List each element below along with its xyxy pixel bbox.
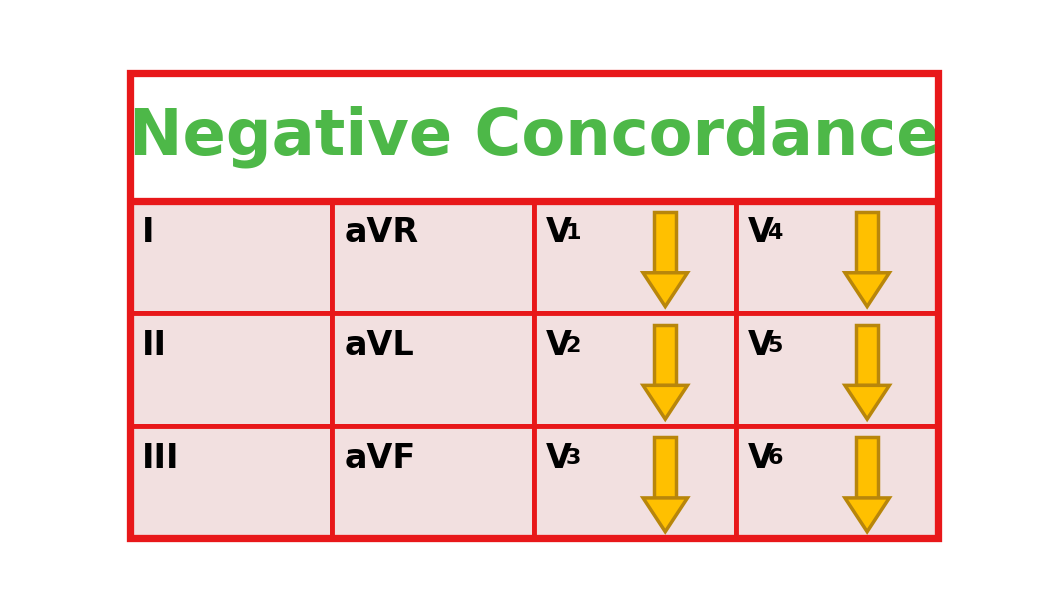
Bar: [654, 437, 676, 498]
Text: V: V: [546, 217, 572, 249]
Bar: [535, 201, 736, 313]
Polygon shape: [845, 385, 889, 419]
Text: 3: 3: [566, 448, 580, 468]
Bar: [535, 313, 736, 426]
Bar: [736, 426, 938, 538]
Bar: [535, 426, 736, 538]
Polygon shape: [643, 498, 688, 532]
Polygon shape: [845, 498, 889, 532]
Text: V: V: [748, 329, 774, 362]
Text: V: V: [546, 329, 572, 362]
Bar: [857, 212, 878, 273]
Text: Negative Concordance: Negative Concordance: [129, 105, 939, 168]
Text: 2: 2: [566, 336, 580, 356]
Bar: [736, 201, 938, 313]
Text: II: II: [143, 329, 168, 362]
Bar: [332, 201, 535, 313]
Bar: [130, 313, 332, 426]
Bar: [332, 313, 535, 426]
Text: V: V: [748, 217, 774, 249]
Text: 1: 1: [566, 223, 580, 243]
Text: I: I: [143, 217, 155, 249]
Text: V: V: [748, 442, 774, 475]
Polygon shape: [643, 273, 688, 307]
Text: 5: 5: [767, 336, 783, 356]
Bar: [654, 212, 676, 273]
Text: 6: 6: [767, 448, 783, 468]
Bar: [130, 201, 332, 313]
Bar: [130, 73, 938, 201]
Bar: [857, 437, 878, 498]
Text: aVL: aVL: [344, 329, 414, 362]
Bar: [332, 426, 535, 538]
Polygon shape: [643, 385, 688, 419]
Text: aVF: aVF: [344, 442, 416, 475]
Polygon shape: [845, 273, 889, 307]
Text: III: III: [143, 442, 180, 475]
Text: aVR: aVR: [344, 217, 419, 249]
Bar: [130, 426, 332, 538]
Text: V: V: [546, 442, 572, 475]
Bar: [654, 324, 676, 385]
Text: 4: 4: [767, 223, 783, 243]
Bar: [857, 324, 878, 385]
Bar: [736, 313, 938, 426]
